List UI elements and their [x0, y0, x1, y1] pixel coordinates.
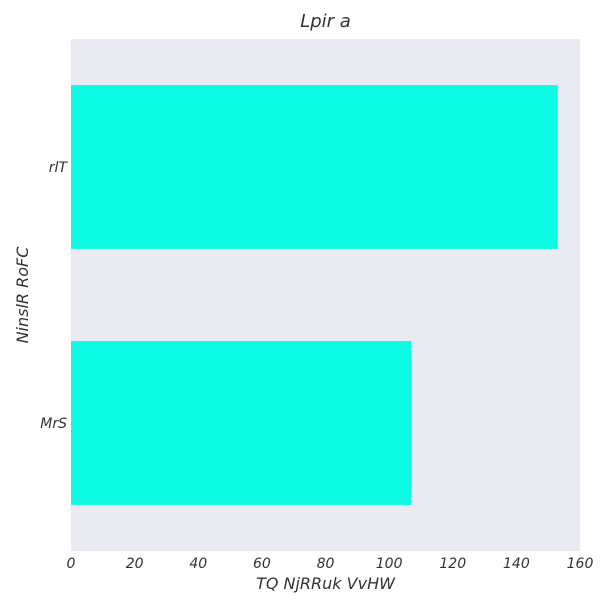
- y-axis-label: NinslR RoFC: [13, 246, 32, 344]
- x-tick-label: 120: [439, 556, 466, 572]
- y-tick-labels: rlT MrS: [40, 160, 68, 432]
- x-tick-labels: 0 20 40 60 80 100 120 140 160: [67, 556, 594, 572]
- x-tick-label: 0: [67, 556, 76, 572]
- bar-rlT: [71, 85, 558, 249]
- x-tick-label: 100: [376, 556, 403, 572]
- x-tick-label: 80: [317, 556, 335, 572]
- x-tick-label: 60: [253, 556, 271, 572]
- bar-MrS: [71, 341, 412, 505]
- x-axis-label: TQ NjRRuk VvHW: [256, 574, 396, 593]
- y-tick-label: MrS: [40, 416, 67, 432]
- x-tick-label: 20: [126, 556, 144, 572]
- bars-group: [71, 85, 558, 505]
- y-tick-label: rlT: [49, 160, 69, 176]
- x-tick-label: 140: [503, 556, 530, 572]
- x-tick-label: 40: [189, 556, 207, 572]
- chart-title: Lpir a: [300, 11, 351, 32]
- x-tick-label: 160: [567, 556, 594, 572]
